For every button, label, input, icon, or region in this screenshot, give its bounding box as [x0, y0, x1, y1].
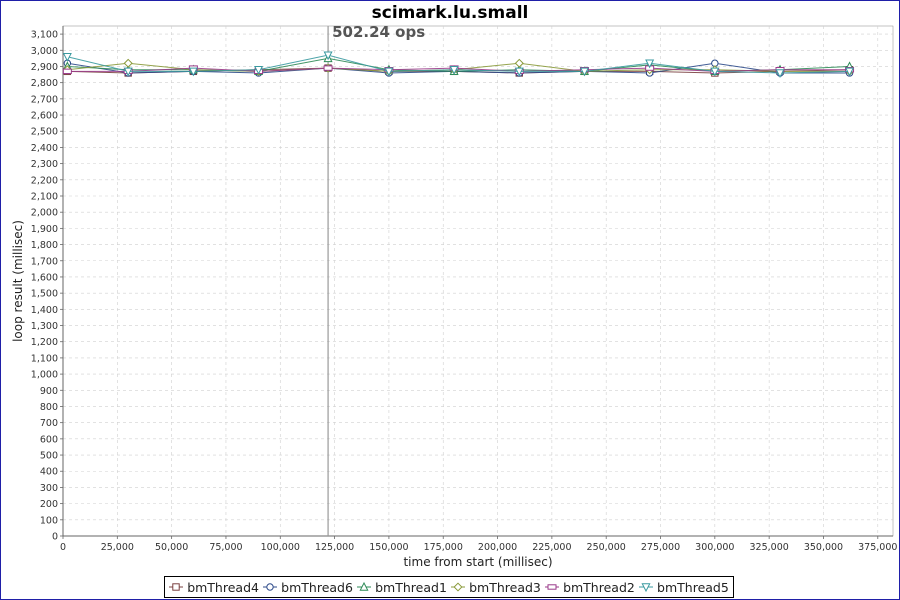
- x-tick-label: 175,000: [424, 542, 463, 553]
- x-tick-label: 325,000: [750, 542, 789, 553]
- y-tick-label: 800: [40, 402, 58, 413]
- y-tick-label: 200: [40, 499, 58, 510]
- y-tick-label: 2,700: [31, 94, 58, 105]
- legend-label: bmThread4: [187, 579, 259, 595]
- legend-marker: [641, 583, 651, 593]
- y-tick-label: 400: [40, 467, 58, 478]
- annotation-label: 502.24 ops: [332, 23, 425, 41]
- data-point-bmThread3: [123, 58, 133, 68]
- y-tick-label: 100: [40, 515, 58, 526]
- y-tick-label: 1,900: [31, 224, 58, 235]
- y-tick-label: 1,600: [31, 272, 58, 283]
- data-point-bmThread5: [323, 51, 333, 61]
- x-tick-label: 50,000: [155, 542, 188, 553]
- y-tick-label: 900: [40, 386, 58, 397]
- legend-item-bmThread1: bmThread1: [357, 580, 447, 595]
- legend-marker-icon: [357, 581, 372, 591]
- y-tick-label: 2,400: [31, 143, 58, 154]
- y-tick-label: 600: [40, 434, 58, 445]
- x-tick-label: 300,000: [695, 542, 734, 553]
- y-tick-label: 300: [40, 483, 58, 494]
- y-tick-label: 1,800: [31, 240, 58, 251]
- legend-label: bmThread5: [657, 579, 729, 595]
- y-tick-label: 2,100: [31, 192, 58, 203]
- y-tick-label: 1,000: [31, 370, 58, 381]
- y-tick-label: 1,300: [31, 321, 58, 332]
- y-tick-label: 2,900: [31, 62, 58, 73]
- data-point-bmThread5: [188, 67, 198, 77]
- y-tick-label: 2,600: [31, 111, 58, 122]
- legend-marker-icon: [263, 583, 278, 591]
- data-point-bmThread5: [775, 69, 785, 79]
- data-point-bmThread5: [449, 66, 459, 75]
- plot-area: [62, 25, 894, 537]
- legend-marker: [172, 583, 180, 591]
- data-point-bmThread5: [514, 67, 524, 77]
- x-tick-label: 100,000: [261, 542, 300, 553]
- x-tick-label: 25,000: [101, 542, 134, 553]
- legend-marker: [359, 581, 369, 591]
- y-tick-label: 2,800: [31, 78, 58, 89]
- x-tick-label: 350,000: [804, 542, 843, 553]
- x-tick-label: 125,000: [315, 542, 354, 553]
- data-point-bmThread3: [514, 58, 524, 68]
- legend: bmThread4 bmThread6 bmThread1 bmThread3 bmTh…: [164, 576, 734, 598]
- y-tick-label: 3,100: [31, 30, 58, 41]
- data-point-bmThread5: [579, 67, 589, 77]
- legend-label: bmThread3: [469, 579, 541, 595]
- y-tick-label: 2,500: [31, 127, 58, 138]
- y-tick-label: 1,200: [31, 337, 58, 348]
- data-point-bmThread2: [62, 68, 72, 75]
- x-tick-label: 250,000: [587, 542, 626, 553]
- y-tick-label: 2,200: [31, 175, 58, 186]
- legend-marker-icon: [639, 583, 654, 593]
- y-axis-label: loop result (millisec): [11, 220, 25, 342]
- y-tick-label: 700: [40, 418, 58, 429]
- data-point-bmThread2: [323, 65, 333, 71]
- legend-label: bmThread6: [281, 579, 353, 595]
- y-tick-label: 2,000: [31, 208, 58, 219]
- data-point-bmThread5: [845, 67, 855, 77]
- legend-marker: [266, 583, 274, 591]
- data-point-bmThread5: [710, 67, 720, 77]
- y-tick-label: 3,000: [31, 46, 58, 57]
- legend-marker: [547, 584, 557, 590]
- x-tick-label: 75,000: [209, 542, 242, 553]
- legend-marker-icon: [451, 582, 466, 592]
- legend-label: bmThread2: [563, 579, 635, 595]
- series-bmThread5: [62, 51, 855, 79]
- x-tick-label: 275,000: [641, 542, 680, 553]
- y-tick-label: 0: [52, 532, 58, 543]
- x-tick-label: 225,000: [532, 542, 571, 553]
- x-axis-label: time from start (millisec): [403, 555, 552, 569]
- x-tick-label: 0: [60, 542, 66, 553]
- legend-item-bmThread2: bmThread2: [545, 580, 635, 595]
- y-tick-label: 1,400: [31, 305, 58, 316]
- y-tick-label: 1,500: [31, 289, 58, 300]
- x-tick-label: 200,000: [478, 542, 517, 553]
- data-point-bmThread5: [254, 66, 264, 75]
- y-tick-label: 500: [40, 451, 58, 462]
- data-point-bmThread5: [123, 67, 133, 77]
- legend-item-bmThread6: bmThread6: [263, 580, 353, 595]
- legend-item-bmThread3: bmThread3: [451, 580, 541, 595]
- data-point-bmThread5: [645, 59, 655, 69]
- data-point-bmThread5: [62, 53, 72, 62]
- y-tick-label: 2,300: [31, 159, 58, 170]
- data-point-bmThread5: [384, 67, 394, 77]
- legend-item-bmThread5: bmThread5: [639, 580, 729, 595]
- x-tick-label: 375,000: [858, 542, 897, 553]
- chart-title: scimark.lu.small: [372, 3, 529, 23]
- y-tick-label: 1,100: [31, 353, 58, 364]
- y-tick-label: 1,700: [31, 256, 58, 267]
- legend-marker: [453, 582, 463, 592]
- legend-item-bmThread4: bmThread4: [169, 580, 259, 595]
- legend-marker-icon: [169, 583, 184, 591]
- legend-label: bmThread1: [375, 579, 447, 595]
- x-tick-label: 150,000: [369, 542, 408, 553]
- legend-marker-icon: [545, 584, 560, 590]
